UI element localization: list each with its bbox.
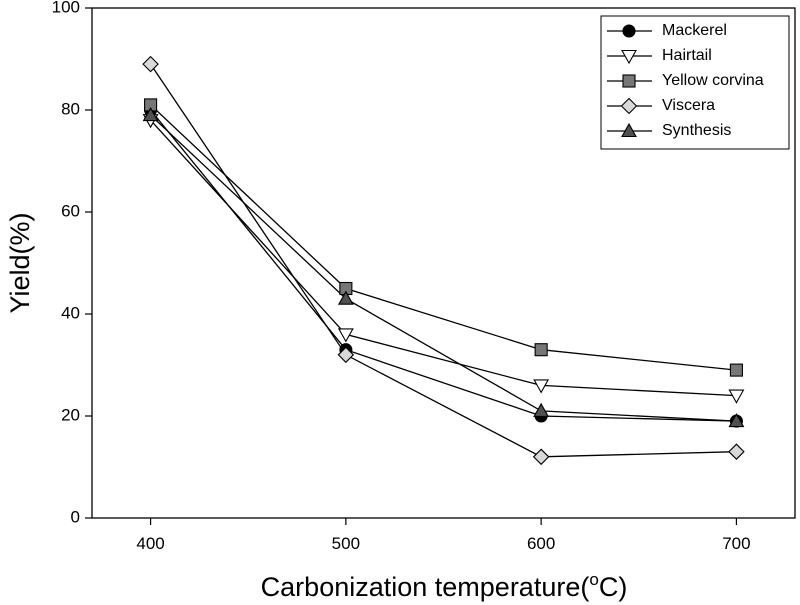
legend-label: Viscera (662, 97, 715, 114)
series-line-mackerel (150, 109, 737, 422)
legend: Mackerel Hairtail Yellow corvina Viscera Syn… (600, 15, 790, 150)
legend-item-viscera: Viscera (607, 97, 715, 115)
data-point-viscera (532, 448, 550, 466)
y-tick-label: 100 (52, 0, 80, 16)
x-axis-title-unit-prefix: ( (580, 572, 589, 602)
series-markers (142, 55, 745, 466)
legend-marker (622, 74, 636, 88)
legend-label: Synthesis (662, 122, 731, 139)
data-point-synthesis (533, 402, 550, 417)
legend-item-hairtail: Hairtail (607, 47, 712, 64)
x-tick-label: 500 (332, 534, 360, 553)
x-tick-label: 600 (527, 534, 555, 553)
series-line-hairtail (150, 119, 737, 397)
legend-marker (621, 49, 637, 65)
data-point-synthesis (728, 412, 745, 428)
y-tick-label: 0 (71, 507, 80, 526)
y-tick-label: 40 (61, 303, 80, 322)
x-axis-title-unit-sup: o (589, 570, 598, 589)
series-line-yellow-corvina (150, 104, 737, 371)
legend-label: Hairtail (662, 47, 712, 64)
x-tick-label: 700 (722, 534, 750, 553)
data-point-viscera (728, 443, 745, 460)
x-axis-ticks: 400 500 600 700 (136, 518, 751, 553)
legend-marker (621, 122, 637, 138)
data-point-yellow-corvina (729, 363, 743, 377)
data-point-hairtail (728, 389, 745, 404)
series-line-synthesis (150, 114, 737, 422)
x-axis-title: Carbonization temperature(oC) (261, 570, 628, 602)
data-point-hairtail (533, 379, 550, 394)
data-point-viscera (337, 346, 355, 364)
legend-item-synthesis: Synthesis (607, 122, 731, 139)
data-point-yellow-corvina (534, 343, 548, 357)
data-point-hairtail (337, 328, 354, 343)
y-tick-label: 20 (61, 405, 80, 424)
data-point-synthesis (337, 290, 354, 305)
y-tick-label: 80 (61, 99, 80, 118)
x-axis-title-main: Carbonization temperature (261, 572, 581, 602)
legend-item-mackerel: Mackerel (607, 22, 727, 39)
x-tick-label: 400 (136, 534, 164, 553)
legend-label: Mackerel (662, 22, 727, 39)
y-axis-title: Yield(%) (5, 212, 35, 313)
legend-marker (620, 97, 638, 115)
series-lines (150, 63, 737, 458)
legend-marker (622, 24, 636, 38)
data-point-viscera (142, 55, 159, 73)
legend-item-yellow-corvina: Yellow corvina (607, 72, 764, 89)
x-axis-title-unit-main: C) (599, 572, 628, 602)
series-line-viscera (150, 63, 737, 458)
legend-label: Yellow corvina (662, 72, 764, 89)
data-point-synthesis (142, 106, 159, 122)
y-tick-label: 60 (61, 201, 80, 220)
y-axis-ticks: 0 20 40 60 80 100 (52, 0, 92, 526)
